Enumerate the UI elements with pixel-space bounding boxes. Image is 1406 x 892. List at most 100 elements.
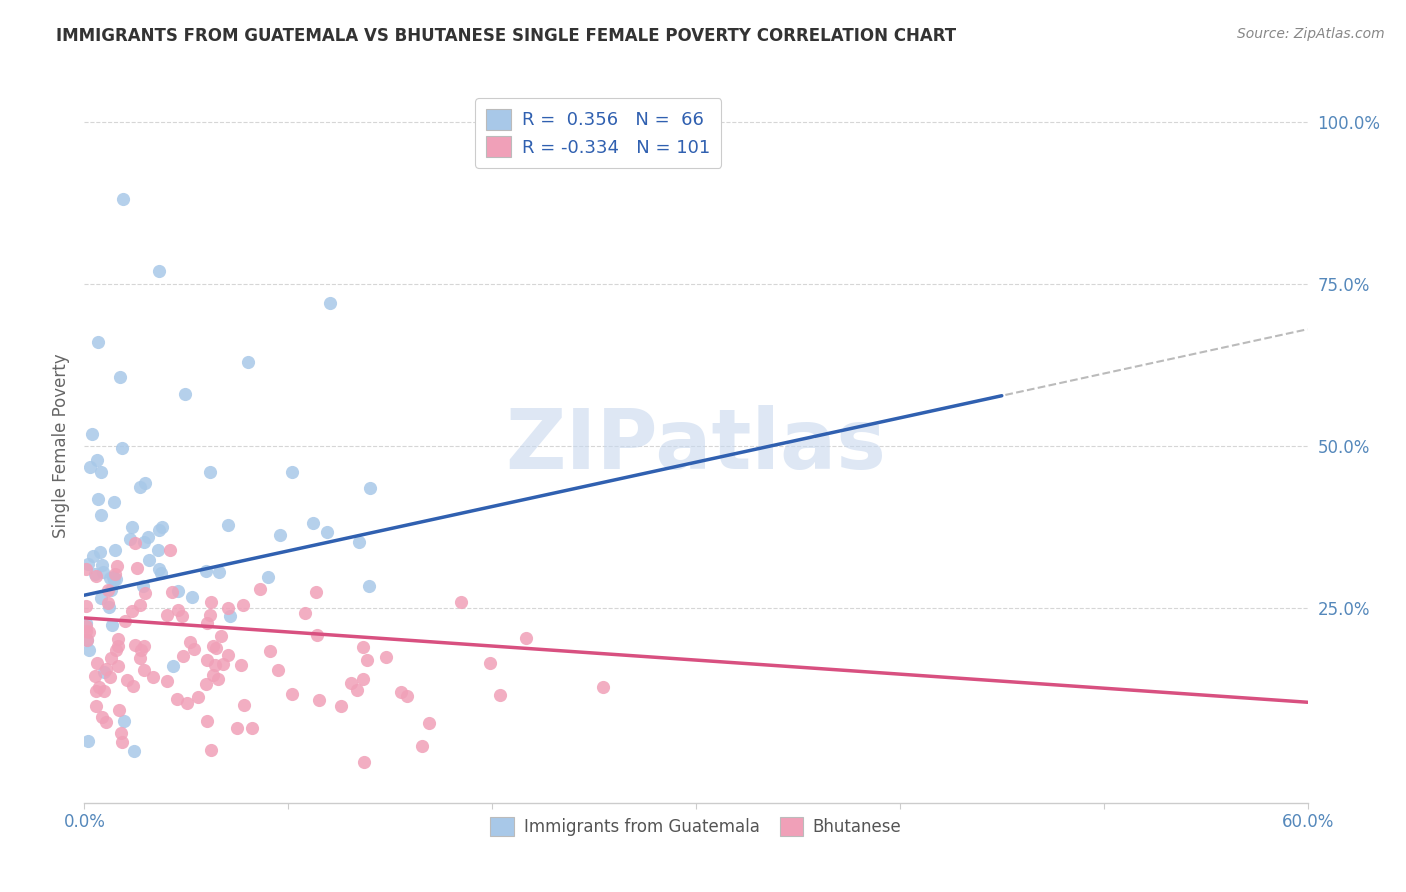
Point bbox=[592, 680, 614, 694]
Point bbox=[359, 482, 381, 496]
Point bbox=[121, 604, 143, 618]
Point bbox=[136, 530, 159, 544]
Point bbox=[107, 703, 129, 717]
Point bbox=[195, 564, 218, 578]
Point bbox=[80, 427, 103, 442]
Point bbox=[104, 567, 127, 582]
Point bbox=[91, 558, 114, 572]
Point bbox=[100, 651, 122, 665]
Point bbox=[231, 657, 253, 672]
Point bbox=[198, 608, 221, 623]
Point bbox=[90, 508, 112, 523]
Point bbox=[200, 743, 222, 757]
Point bbox=[79, 460, 101, 475]
Point bbox=[198, 465, 221, 479]
Point bbox=[86, 699, 108, 714]
Point bbox=[238, 354, 260, 368]
Point bbox=[395, 690, 418, 704]
Point bbox=[103, 495, 125, 509]
Point bbox=[129, 480, 152, 494]
Point bbox=[240, 721, 263, 735]
Point bbox=[77, 557, 100, 571]
Point bbox=[77, 733, 100, 747]
Point bbox=[478, 656, 501, 670]
Point bbox=[232, 599, 254, 613]
Text: Source: ZipAtlas.com: Source: ZipAtlas.com bbox=[1237, 27, 1385, 41]
Text: ZIPatlas: ZIPatlas bbox=[506, 406, 886, 486]
Point bbox=[281, 466, 304, 480]
Point bbox=[124, 638, 146, 652]
Point bbox=[225, 721, 247, 735]
Point bbox=[148, 523, 170, 537]
Point bbox=[124, 536, 146, 550]
Point bbox=[307, 628, 329, 642]
Point bbox=[91, 565, 114, 579]
Text: IMMIGRANTS FROM GUATEMALA VS BHUTANESE SINGLE FEMALE POVERTY CORRELATION CHART: IMMIGRANTS FROM GUATEMALA VS BHUTANESE S… bbox=[56, 27, 956, 45]
Point bbox=[134, 475, 156, 490]
Point bbox=[107, 632, 129, 647]
Point bbox=[75, 618, 97, 632]
Point bbox=[86, 568, 108, 582]
Point bbox=[89, 544, 111, 558]
Point bbox=[208, 566, 231, 580]
Point bbox=[195, 615, 218, 630]
Point bbox=[134, 534, 156, 549]
Point bbox=[319, 296, 342, 310]
Point bbox=[187, 690, 209, 704]
Point bbox=[97, 582, 120, 597]
Point bbox=[97, 596, 120, 610]
Point bbox=[330, 699, 353, 714]
Point bbox=[217, 517, 239, 532]
Point bbox=[159, 542, 181, 557]
Point bbox=[352, 640, 374, 654]
Point bbox=[134, 639, 156, 653]
Point bbox=[302, 516, 325, 530]
Point bbox=[450, 595, 472, 609]
Point bbox=[91, 710, 114, 724]
Point bbox=[160, 585, 183, 599]
Point bbox=[76, 632, 98, 647]
Point bbox=[150, 520, 173, 534]
Point bbox=[129, 598, 152, 612]
Point bbox=[162, 659, 184, 673]
Point bbox=[219, 608, 242, 623]
Legend: Immigrants from Guatemala, Bhutanese: Immigrants from Guatemala, Bhutanese bbox=[482, 808, 910, 845]
Point bbox=[98, 670, 121, 684]
Point bbox=[148, 562, 170, 576]
Point bbox=[103, 573, 125, 587]
Y-axis label: Single Female Poverty: Single Female Poverty bbox=[52, 354, 70, 538]
Point bbox=[115, 673, 138, 687]
Point bbox=[173, 387, 195, 401]
Point bbox=[374, 649, 396, 664]
Point bbox=[129, 643, 152, 657]
Point bbox=[125, 561, 148, 575]
Point bbox=[156, 608, 179, 623]
Point bbox=[308, 693, 330, 707]
Point bbox=[207, 672, 229, 686]
Point bbox=[489, 688, 512, 702]
Point bbox=[87, 491, 110, 506]
Point bbox=[110, 441, 132, 455]
Point bbox=[134, 586, 156, 600]
Point bbox=[90, 591, 112, 605]
Point bbox=[129, 651, 152, 665]
Point bbox=[172, 648, 194, 663]
Point bbox=[166, 692, 188, 706]
Point bbox=[111, 735, 134, 749]
Point bbox=[104, 543, 127, 558]
Point bbox=[110, 370, 132, 384]
Point bbox=[75, 562, 97, 576]
Point bbox=[90, 465, 112, 479]
Point bbox=[75, 615, 97, 630]
Point bbox=[146, 542, 169, 557]
Point bbox=[418, 715, 440, 730]
Point bbox=[107, 639, 129, 653]
Point bbox=[167, 583, 190, 598]
Point bbox=[353, 755, 375, 769]
Point bbox=[75, 624, 97, 638]
Point bbox=[132, 579, 155, 593]
Point bbox=[180, 590, 202, 604]
Point bbox=[77, 643, 100, 657]
Point bbox=[107, 658, 129, 673]
Point bbox=[82, 549, 104, 564]
